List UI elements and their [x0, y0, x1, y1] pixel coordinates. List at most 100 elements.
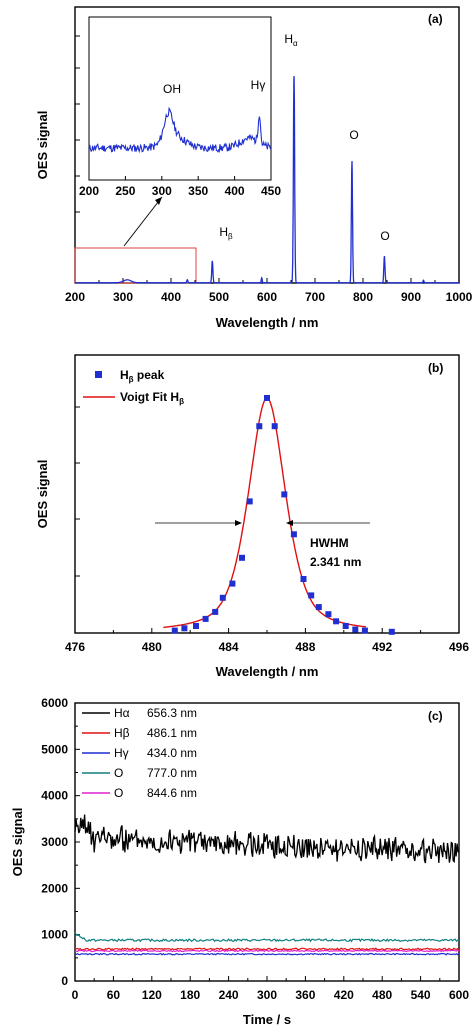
a-peak-label: O — [380, 229, 389, 243]
legend-label: Hβ peak — [120, 368, 165, 384]
legend-label: Voigt Fit Hβ — [120, 390, 184, 406]
c-x-tick-label: 420 — [334, 988, 354, 1002]
panel-a-ylabel: OES signal — [35, 111, 50, 180]
panel-b: (b) 476 480 484 488 492 496 Wavelength / nm O… — [35, 354, 469, 679]
panel-c-x-ticks: 0 60 120 180 240 300 360 420 480 540 600 — [72, 976, 469, 1002]
c-y-tick-label: 6000 — [41, 696, 68, 710]
c-x-tick-label: 540 — [411, 988, 431, 1002]
a-x-tick-label: 400 — [161, 290, 181, 304]
a-x-tick-label: 800 — [353, 290, 373, 304]
h-beta-point — [193, 623, 199, 629]
h-beta-point — [229, 580, 236, 587]
panel-c-xlabel: Time / s — [243, 1012, 291, 1027]
hwhm-arrows — [155, 520, 370, 526]
panel-b-xlabel: Wavelength / nm — [216, 664, 319, 679]
h-beta-point — [239, 554, 245, 561]
c-x-tick-label: 120 — [142, 988, 162, 1002]
c-x-tick-label: 60 — [107, 988, 121, 1002]
inset-x-tick-label: 350 — [188, 184, 208, 198]
c-y-tick-label: 5000 — [41, 742, 68, 756]
panel-b-legend: Hβ peak Voigt Fit Hβ — [83, 368, 184, 406]
hwhm-value: 2.341 nm — [310, 555, 361, 569]
inset-peak-label: Hγ — [251, 78, 266, 92]
panel-c-y-ticks: 0 1000 2000 3000 4000 5000 6000 — [41, 696, 80, 988]
panel-a-y-ticks — [75, 35, 80, 249]
inset-x-tick-label: 450 — [261, 184, 281, 198]
panel-c: (c) 0 60 120 180 240 300 360 420 480 540 600 0 1000… — [10, 696, 469, 1027]
panel-a-zoom-box — [74, 247, 197, 284]
c-x-tick-label: 600 — [449, 988, 469, 1002]
series-line — [74, 949, 460, 953]
inset-spectrum-line — [88, 106, 272, 154]
inset-frame — [88, 16, 272, 181]
h-beta-point — [333, 618, 340, 625]
b-x-tick-label: 492 — [372, 640, 392, 654]
panel-b-y-ticks — [75, 406, 80, 577]
h-beta-point — [308, 592, 315, 599]
h-beta-point — [290, 531, 297, 538]
a-x-tick-label: 900 — [401, 290, 421, 304]
h-beta-point — [281, 491, 288, 498]
b-x-tick-label: 480 — [142, 640, 162, 654]
panel-b-label: (b) — [428, 361, 443, 375]
b-x-tick-label: 476 — [65, 640, 85, 654]
legend-series-name: O — [114, 786, 123, 800]
c-x-tick-label: 300 — [257, 988, 277, 1002]
c-x-tick-label: 240 — [219, 988, 239, 1002]
panel-c-ylabel: OES signal — [10, 808, 25, 877]
c-y-tick-label: 2000 — [41, 881, 68, 895]
panel-a-spectrum-line — [75, 76, 459, 284]
h-beta-point — [219, 594, 226, 601]
legend-series-name: Hγ — [114, 746, 129, 760]
inset-x-tick-label: 250 — [115, 184, 135, 198]
hwhm-label: HWHM — [310, 536, 349, 550]
series-line — [74, 947, 460, 951]
b-x-tick-label: 488 — [295, 640, 315, 654]
b-x-tick-label: 484 — [219, 640, 239, 654]
h-beta-point — [315, 604, 322, 611]
series-line — [74, 814, 460, 864]
a-peak-label: Hβ — [219, 225, 233, 241]
inset-x-tick-label: 400 — [225, 184, 245, 198]
h-beta-point — [325, 611, 332, 618]
a-x-tick-label: 1000 — [446, 290, 473, 304]
legend-series-wavelength: 434.0 nm — [147, 746, 197, 760]
h-beta-point — [352, 626, 359, 633]
c-x-tick-label: 0 — [72, 988, 79, 1002]
legend-series-wavelength: 777.0 nm — [147, 766, 197, 780]
h-beta-point — [300, 576, 307, 582]
a-x-tick-label: 700 — [305, 290, 325, 304]
c-y-tick-label: 3000 — [41, 835, 68, 849]
panel-a: (a) 200 300 400 500 600 700 800 900 1000 Wavelen… — [35, 6, 473, 330]
legend-marker-square — [95, 371, 102, 378]
panel-a-x-ticks: 200 300 400 500 600 700 800 900 1000 — [65, 278, 473, 304]
panel-a-inset: 200 250 300 350 400 450 OH Hγ — [79, 16, 281, 198]
panel-a-zoom-arrow — [123, 196, 163, 247]
legend-series-wavelength: 656.3 nm — [147, 706, 197, 720]
legend-series-name: Hα — [114, 706, 130, 720]
h-beta-point — [256, 423, 263, 430]
series-line — [74, 932, 460, 943]
b-x-tick-label: 496 — [449, 640, 469, 654]
h-beta-point — [361, 627, 368, 634]
a-peak-label: Hα — [284, 32, 298, 48]
inset-peak-label: OH — [163, 82, 181, 96]
h-beta-points — [171, 395, 395, 635]
legend-series-name: Hβ — [114, 726, 130, 740]
c-y-tick-label: 4000 — [41, 789, 68, 803]
inset-annotations: OH Hγ — [163, 78, 265, 96]
c-x-tick-label: 480 — [372, 988, 392, 1002]
h-beta-point — [202, 615, 209, 622]
legend-series-wavelength: 844.6 nm — [147, 786, 197, 800]
a-peak-label: O — [349, 128, 358, 142]
a-x-tick-label: 600 — [257, 290, 277, 304]
a-x-tick-label: 500 — [209, 290, 229, 304]
voigt-fit-line — [163, 397, 367, 629]
panel-b-x-ticks: 476 480 484 488 492 496 — [65, 628, 469, 654]
h-beta-point — [388, 628, 395, 635]
h-beta-point — [181, 625, 188, 632]
h-beta-point — [171, 627, 178, 634]
h-beta-point — [246, 498, 253, 505]
h-beta-point — [271, 423, 278, 430]
